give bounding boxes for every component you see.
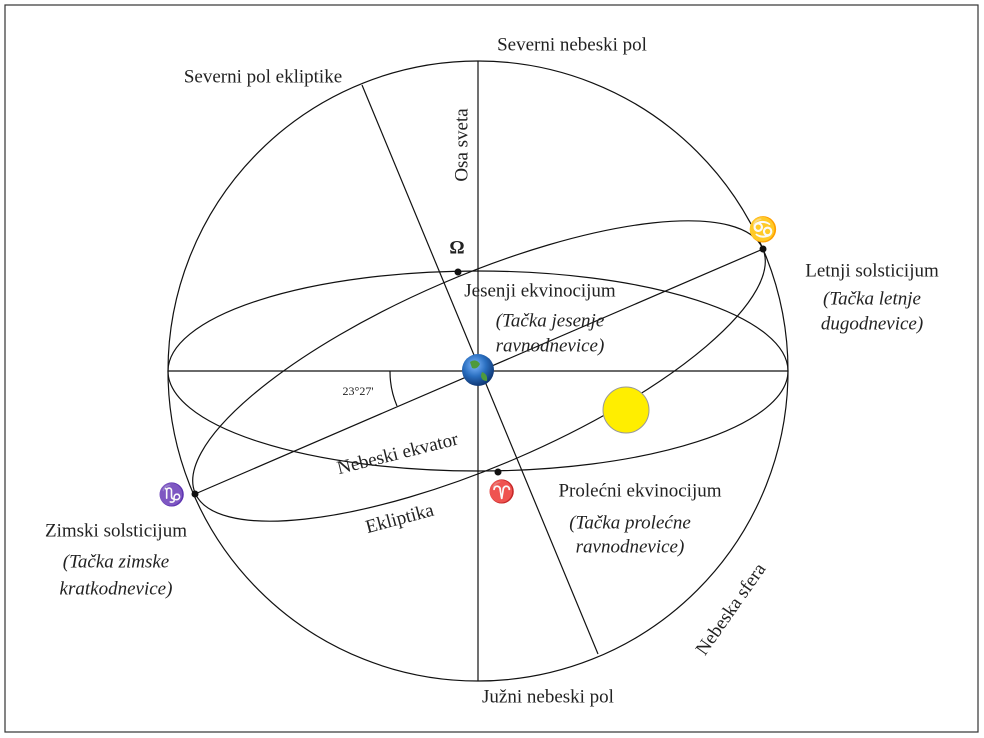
note: (Tačka zimske (63, 551, 169, 572)
earth (462, 354, 494, 386)
label: Jesenji ekvinocijum (464, 280, 616, 301)
symbol: ♑ (158, 482, 185, 507)
point (760, 246, 767, 253)
label: Osa sveta (451, 108, 472, 182)
point (192, 491, 199, 498)
note: (Tačka jesenje (496, 310, 605, 331)
label: Severni pol ekliptike (184, 66, 342, 87)
label: Zimski solsticijum (45, 520, 187, 541)
label: Letnji solsticijum (805, 260, 939, 281)
symbol: ♈ (488, 479, 515, 504)
note: ravnodnevice) (576, 536, 685, 557)
note: dugodnevice) (821, 313, 923, 334)
label: Prolećni ekvinocijum (558, 480, 721, 501)
label: Severni nebeski pol (497, 34, 647, 55)
label: Južni nebeski pol (482, 686, 614, 707)
note: kratkodnevice) (60, 578, 173, 599)
diagram: Severni nebeski pol Severni pol ekliptik… (0, 0, 984, 738)
point (455, 269, 462, 276)
label: 23°27' (343, 384, 374, 398)
symbol: ♋ (748, 216, 778, 244)
note: (Tačka prolećne (569, 512, 691, 533)
sun (603, 387, 649, 433)
point (495, 469, 502, 476)
note: (Tačka letnje (823, 288, 921, 309)
note: ravnodnevice) (496, 335, 605, 356)
symbol: Ω (449, 237, 464, 258)
